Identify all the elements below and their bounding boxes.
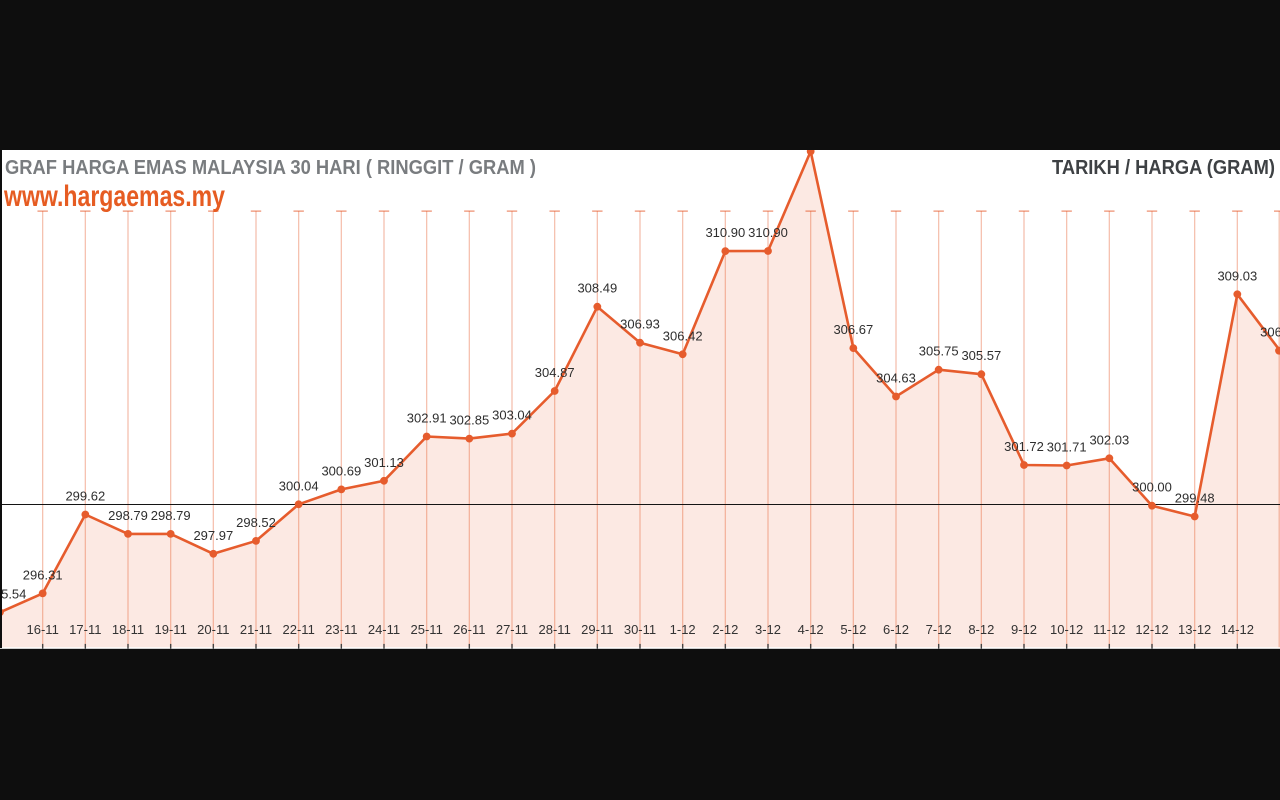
svg-text:303.04: 303.04 <box>492 408 532 423</box>
svg-text:296.31: 296.31 <box>23 567 63 582</box>
svg-text:26-11: 26-11 <box>453 622 485 637</box>
svg-text:16-11: 16-11 <box>27 622 59 637</box>
svg-text:6-12: 6-12 <box>883 622 909 637</box>
svg-text:306.57: 306.57 <box>1260 325 1280 340</box>
svg-text:305.75: 305.75 <box>919 344 959 359</box>
svg-text:310.90: 310.90 <box>705 225 745 240</box>
svg-text:295.54: 295.54 <box>0 586 26 601</box>
svg-text:302.85: 302.85 <box>449 413 489 428</box>
svg-text:299.62: 299.62 <box>65 489 105 504</box>
svg-text:24-11: 24-11 <box>368 622 400 637</box>
svg-text:298.79: 298.79 <box>108 508 148 523</box>
svg-text:302.91: 302.91 <box>407 411 447 426</box>
svg-text:2-12: 2-12 <box>712 622 738 637</box>
svg-text:28-11: 28-11 <box>539 622 571 637</box>
svg-text:304.87: 304.87 <box>535 365 575 380</box>
svg-text:306.93: 306.93 <box>620 317 660 332</box>
svg-text:18-11: 18-11 <box>112 622 144 637</box>
svg-text:301.71: 301.71 <box>1047 440 1087 455</box>
svg-text:25-11: 25-11 <box>411 622 443 637</box>
svg-text:4-12: 4-12 <box>798 622 824 637</box>
svg-text:298.79: 298.79 <box>151 508 191 523</box>
svg-text:27-11: 27-11 <box>496 622 528 637</box>
svg-text:29-11: 29-11 <box>581 622 613 637</box>
svg-text:301.13: 301.13 <box>364 455 404 470</box>
svg-text:20-11: 20-11 <box>197 622 229 637</box>
svg-text:1-12: 1-12 <box>670 622 696 637</box>
svg-text:TARIKH / HARGA (GRAM): TARIKH / HARGA (GRAM) <box>1052 156 1275 179</box>
svg-text:304.63: 304.63 <box>876 371 916 386</box>
svg-text:308.49: 308.49 <box>577 281 617 296</box>
svg-text:30-11: 30-11 <box>624 622 656 637</box>
svg-text:7-12: 7-12 <box>926 622 952 637</box>
svg-text:310.90: 310.90 <box>748 225 788 240</box>
svg-text:12-12: 12-12 <box>1135 622 1168 637</box>
svg-text:302.03: 302.03 <box>1089 432 1129 447</box>
svg-text:23-11: 23-11 <box>325 622 357 637</box>
svg-text:8-12: 8-12 <box>968 622 994 637</box>
svg-text:www.hargaemas.my: www.hargaemas.my <box>3 180 225 213</box>
svg-text:300.04: 300.04 <box>279 478 319 493</box>
svg-text:21-11: 21-11 <box>240 622 272 637</box>
svg-text:9-12: 9-12 <box>1011 622 1037 637</box>
svg-text:301.72: 301.72 <box>1004 439 1044 454</box>
svg-text:306.42: 306.42 <box>663 328 703 343</box>
svg-text:5-12: 5-12 <box>840 622 866 637</box>
svg-text:299.48: 299.48 <box>1175 491 1215 506</box>
svg-text:11-12: 11-12 <box>1093 622 1125 637</box>
svg-text:309.03: 309.03 <box>1217 268 1257 283</box>
svg-text:297.97: 297.97 <box>193 528 233 543</box>
svg-text:22-11: 22-11 <box>283 622 315 637</box>
svg-text:305.57: 305.57 <box>961 348 1001 363</box>
svg-text:17-11: 17-11 <box>69 622 101 637</box>
svg-text:3-12: 3-12 <box>755 622 781 637</box>
svg-text:300.00: 300.00 <box>1132 480 1172 495</box>
svg-text:13-12: 13-12 <box>1178 622 1211 637</box>
svg-text:GRAF HARGA EMAS MALAYSIA 30 HA: GRAF HARGA EMAS MALAYSIA 30 HARI ( RINGG… <box>5 157 536 179</box>
svg-text:298.52: 298.52 <box>236 515 276 530</box>
svg-text:306.67: 306.67 <box>833 322 873 337</box>
svg-text:14-12: 14-12 <box>1221 622 1254 637</box>
svg-text:10-12: 10-12 <box>1050 622 1083 637</box>
svg-text:300.69: 300.69 <box>321 463 361 478</box>
svg-text:19-11: 19-11 <box>155 622 187 637</box>
